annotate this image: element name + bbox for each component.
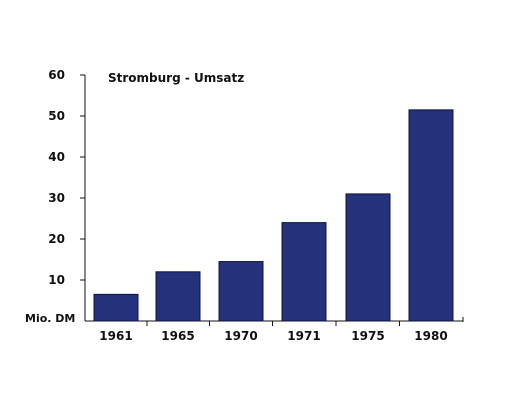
bars bbox=[93, 109, 454, 322]
x-tick-label: 1980 bbox=[414, 329, 447, 343]
x-tick-label: 1971 bbox=[287, 329, 320, 343]
bar-1980 bbox=[408, 109, 454, 322]
x-tick-label: 1961 bbox=[99, 329, 132, 343]
y-ticks: 10 20 30 40 50 60 bbox=[48, 68, 85, 287]
x-tick-label: 1970 bbox=[224, 329, 257, 343]
x-tick-label: 1965 bbox=[161, 329, 194, 343]
bar-1971 bbox=[281, 222, 327, 322]
y-tick-label: 60 bbox=[48, 68, 65, 82]
y-tick-label: 50 bbox=[48, 109, 65, 123]
bar-1965 bbox=[155, 271, 201, 322]
y-axis-unit-label: Mio. DM bbox=[25, 312, 75, 325]
y-tick-label: 40 bbox=[48, 150, 65, 164]
y-tick-label: 10 bbox=[48, 273, 65, 287]
x-ticks: 1961 1965 1970 1971 1975 1980 bbox=[99, 317, 464, 343]
chart-title: Stromburg - Umsatz bbox=[108, 71, 244, 85]
bar-1961 bbox=[93, 293, 139, 322]
bar-1975 bbox=[345, 193, 391, 322]
y-tick-label: 20 bbox=[48, 232, 65, 246]
bar-1970 bbox=[218, 261, 264, 322]
y-tick-label: 30 bbox=[48, 191, 65, 205]
axes bbox=[84, 75, 463, 322]
x-tick-label: 1975 bbox=[351, 329, 384, 343]
